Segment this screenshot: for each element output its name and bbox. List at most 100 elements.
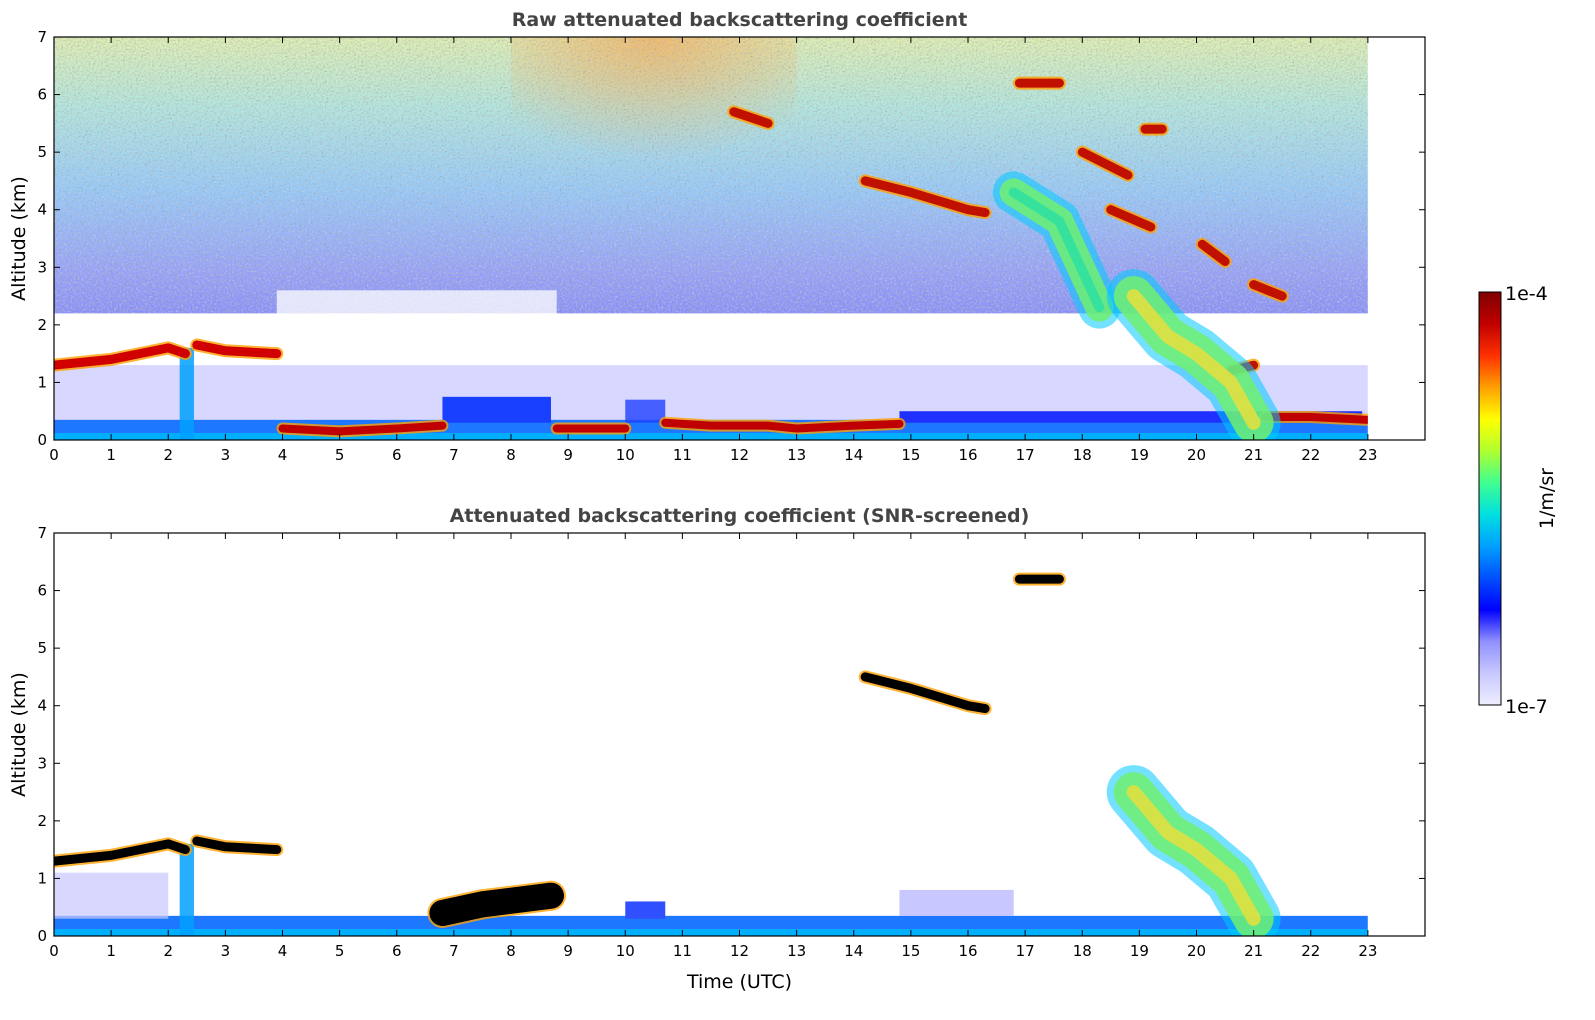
x-tick-label: 9 <box>563 446 573 464</box>
x-tick-label: 14 <box>844 446 863 464</box>
x-tick-label: 2 <box>163 446 173 464</box>
x-tick-label: 17 <box>1016 942 1035 960</box>
aerosol-block <box>899 411 1363 423</box>
cloud <box>1197 239 1230 266</box>
aerosol-block <box>625 901 666 919</box>
cloud <box>1249 280 1287 301</box>
x-tick-label: 17 <box>1016 446 1035 464</box>
y-tick-label: 3 <box>37 258 47 276</box>
y-tick-label: 2 <box>37 812 47 830</box>
screened-haze <box>899 889 1014 916</box>
x-tick-label: 19 <box>1130 446 1149 464</box>
y-axis-label: Altitude (km) <box>8 176 30 301</box>
x-tick-label: 12 <box>730 942 749 960</box>
x-tick-label: 8 <box>506 446 516 464</box>
colorbar-unit-label: 1/m/sr <box>1536 468 1558 529</box>
x-tick-label: 2 <box>163 942 173 960</box>
x-tick-label: 4 <box>278 446 288 464</box>
aerosol-block <box>625 399 666 423</box>
y-tick-label: 1 <box>37 869 47 887</box>
panel-title: Raw attenuated backscattering coefficien… <box>512 9 968 31</box>
vertical-column <box>179 843 194 936</box>
y-tick-label: 6 <box>37 86 47 104</box>
x-tick-label: 16 <box>958 942 977 960</box>
fog-layer <box>278 421 447 436</box>
no-data-region <box>1367 533 1425 936</box>
aerosol-layer <box>429 882 564 926</box>
boundary-layer-top <box>54 343 190 370</box>
x-tick-label: 5 <box>335 446 345 464</box>
x-tick-label: 10 <box>616 446 635 464</box>
y-tick-label: 5 <box>37 143 47 161</box>
x-tick-label: 8 <box>506 942 516 960</box>
ground-layer-base <box>54 929 1368 936</box>
boundary-layer-top <box>192 836 282 855</box>
y-tick-label: 2 <box>37 316 47 334</box>
x-tick-label: 6 <box>392 942 402 960</box>
x-tick-label: 16 <box>958 446 977 464</box>
y-tick-label: 7 <box>37 524 47 542</box>
noise-speckle <box>54 37 1368 314</box>
y-tick-label: 4 <box>37 697 47 715</box>
heatmap-area <box>54 37 1425 440</box>
x-tick-label: 21 <box>1244 446 1263 464</box>
vertical-column <box>179 347 194 440</box>
x-tick-label: 7 <box>449 446 459 464</box>
screened-haze <box>54 872 169 919</box>
snr-screened-panel: Attenuated backscattering coefficient (S… <box>8 505 1426 993</box>
x-tick-label: 22 <box>1301 942 1320 960</box>
x-tick-label: 11 <box>673 446 692 464</box>
cloud <box>1077 147 1133 180</box>
y-tick-label: 4 <box>37 201 47 219</box>
axes: 0 1 2 3 4 5 6 7 8 9 10 11 12 13 14 15 16 17 18 19 20 21 22 2301… <box>37 524 1426 960</box>
fog-layer <box>661 418 904 433</box>
x-tick-label: 13 <box>787 446 806 464</box>
x-tick-label: 23 <box>1358 942 1377 960</box>
y-axis-label: Altitude (km) <box>8 672 30 797</box>
x-tick-label: 9 <box>563 942 573 960</box>
x-tick-label: 3 <box>221 942 231 960</box>
x-tick-label: 19 <box>1130 942 1149 960</box>
x-tick-label: 14 <box>844 942 863 960</box>
colorbar-gradient <box>1478 291 1502 706</box>
heatmap-area <box>54 533 1425 936</box>
boundary-layer-top <box>192 340 282 359</box>
x-tick-label: 1 <box>106 446 116 464</box>
x-tick-label: 3 <box>221 446 231 464</box>
x-tick-label: 13 <box>787 942 806 960</box>
x-tick-label: 18 <box>1073 446 1092 464</box>
x-tick-label: 4 <box>278 942 288 960</box>
x-tick-label: 23 <box>1358 446 1377 464</box>
y-tick-label: 0 <box>37 927 47 945</box>
x-tick-label: 1 <box>106 942 116 960</box>
colorbar-max-label: 1e-4 <box>1505 283 1548 305</box>
y-tick-label: 0 <box>37 431 47 449</box>
x-tick-label: 20 <box>1187 446 1206 464</box>
x-tick-label: 11 <box>673 942 692 960</box>
x-tick-label: 6 <box>392 446 402 464</box>
x-tick-label: 18 <box>1073 942 1092 960</box>
precipitation-core <box>1126 289 1261 430</box>
no-data-region <box>1367 37 1425 440</box>
y-tick-label: 7 <box>37 28 47 46</box>
x-tick-label: 5 <box>335 942 345 960</box>
x-tick-label: 0 <box>49 446 59 464</box>
ground-layer-base <box>54 433 1368 440</box>
x-axis-label: Time (UTC) <box>686 971 792 993</box>
cloud <box>1106 205 1156 232</box>
precipitation-core <box>1126 785 1261 926</box>
x-tick-label: 21 <box>1244 942 1263 960</box>
colorbar: 1e-4 1e-7 1/m/sr <box>1478 283 1558 718</box>
cloud <box>860 176 990 218</box>
x-tick-label: 15 <box>901 942 920 960</box>
virga-core <box>1008 187 1105 313</box>
colorbar-min-label: 1e-7 <box>1505 696 1548 718</box>
y-tick-label: 1 <box>37 373 47 391</box>
x-tick-label: 0 <box>49 942 59 960</box>
y-tick-label: 3 <box>37 754 47 772</box>
raw-backscatter-panel: Raw attenuated backscattering coefficien… <box>8 9 1426 464</box>
x-tick-label: 12 <box>730 446 749 464</box>
cloud <box>729 107 773 128</box>
x-tick-label: 7 <box>449 942 459 960</box>
